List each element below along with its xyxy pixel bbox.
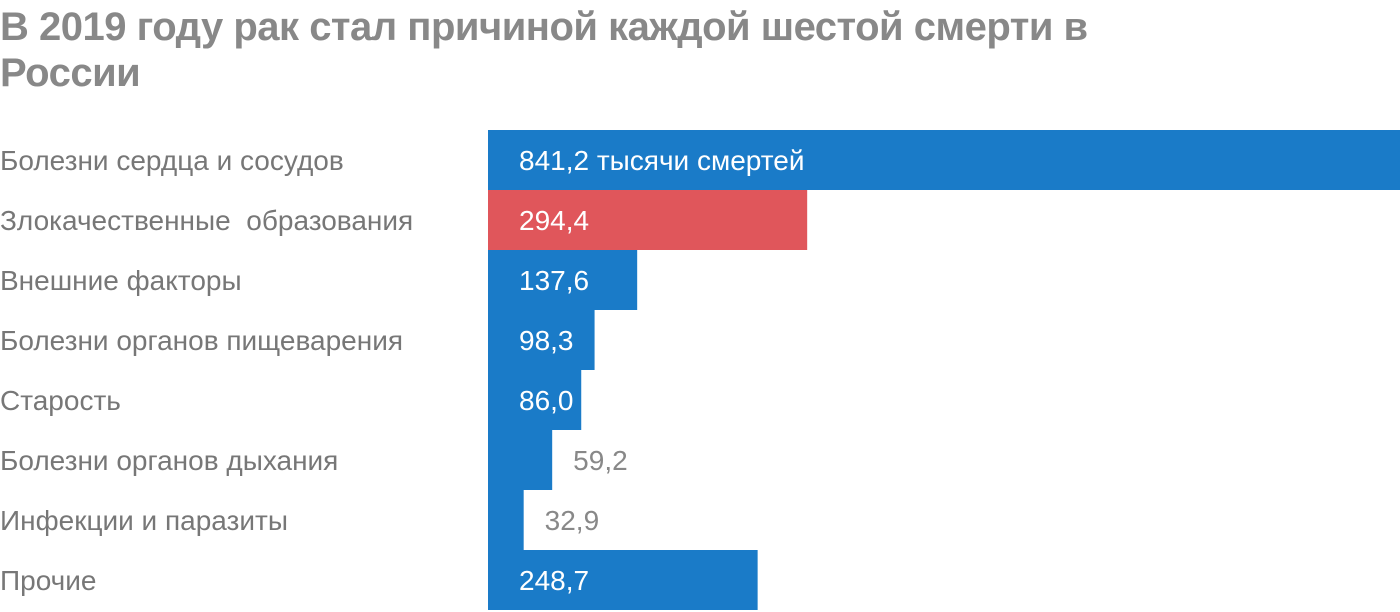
bar bbox=[488, 550, 758, 610]
category-label: Злокачественные образования bbox=[0, 205, 413, 236]
category-label: Болезни органов пищеварения bbox=[0, 325, 403, 356]
category-label: Внешние факторы bbox=[0, 265, 242, 296]
value-label: 841,2 тысячи смертей bbox=[519, 145, 804, 176]
bar bbox=[488, 370, 582, 430]
category-label: Болезни органов дыхания bbox=[0, 445, 338, 476]
value-label: 86,0 bbox=[519, 385, 574, 416]
category-label: Прочие bbox=[0, 565, 96, 596]
category-label: Инфекции и паразиты bbox=[0, 505, 288, 536]
category-label: Старость bbox=[0, 385, 121, 416]
bar bbox=[488, 190, 808, 250]
chart-title: В 2019 году рак стал причиной каждой шес… bbox=[0, 5, 1088, 95]
value-label: 59,2 bbox=[573, 445, 628, 476]
value-label: 98,3 bbox=[519, 325, 574, 356]
bar bbox=[488, 130, 1400, 190]
value-label: 137,6 bbox=[519, 265, 589, 296]
category-label: Болезни сердца и сосудов bbox=[0, 145, 344, 176]
value-label: 32,9 bbox=[545, 505, 600, 536]
bar bbox=[488, 430, 553, 490]
bar bbox=[488, 490, 524, 550]
value-label: 294,4 bbox=[519, 205, 589, 236]
bar bbox=[488, 310, 595, 370]
bar bbox=[488, 250, 638, 310]
value-label: 248,7 bbox=[519, 565, 589, 596]
